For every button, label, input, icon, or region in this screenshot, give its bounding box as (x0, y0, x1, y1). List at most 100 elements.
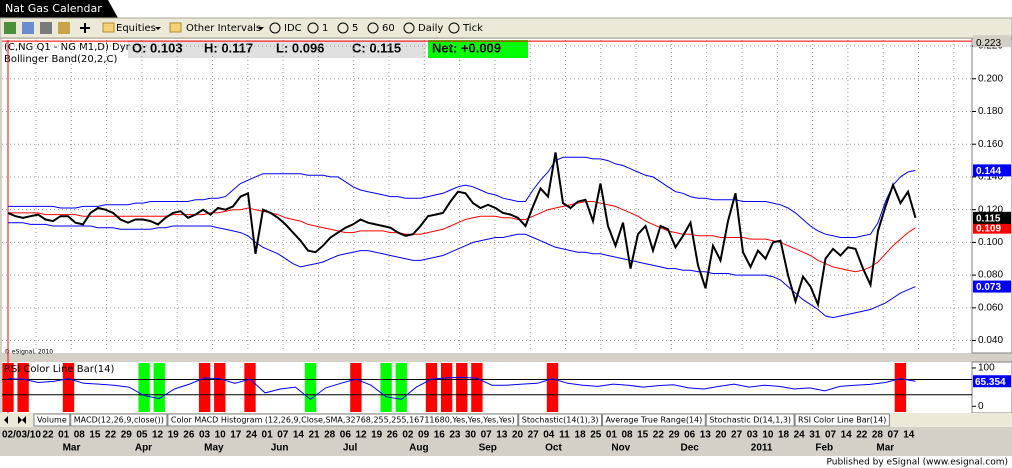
ohlc-box (128, 40, 426, 58)
tab-label[interactable]: Color MACD Histogram (12,26,9,Close,SMA,… (171, 416, 515, 425)
title-strip (0, 0, 1012, 18)
net-change: Net: +0.009 (432, 40, 501, 55)
data-line (8, 222, 916, 319)
y-tick-label: 0.180 (978, 106, 1003, 117)
date-label: 08 (621, 430, 633, 441)
date-label: 14 (293, 430, 305, 441)
toolbar (0, 17, 1012, 39)
rsi-signal-bar (380, 363, 392, 412)
symbol-legend: (C,NG Q1 - NG M1,D) Dyr (4, 42, 131, 53)
rsi-signal-bar (138, 363, 150, 412)
interval-icon[interactable] (269, 22, 281, 34)
ohlc-value: O: 0.103 (132, 40, 183, 55)
month-label: Apr (135, 443, 152, 454)
data-line (8, 201, 916, 273)
tab-label[interactable]: Stochastic(14(1),3) (522, 416, 599, 425)
last-value-box (973, 375, 1011, 388)
footer-text: Published by eSignal (www.esignal.com) (826, 458, 1008, 468)
window-title: Nat Gas Calendar (5, 2, 102, 15)
date-label: 03 (747, 430, 759, 441)
data-line (7, 152, 917, 309)
date-label: 13 (700, 430, 712, 441)
toolbar-item[interactable]: 60 (382, 23, 395, 34)
date-label: 02/03/10 (2, 430, 41, 441)
indicator-tab[interactable] (518, 413, 603, 427)
interval-icon[interactable] (337, 22, 349, 34)
folder-icon[interactable] (169, 22, 182, 33)
date-label: 06 (684, 430, 696, 441)
date-label: 07 (825, 430, 837, 441)
date-label: 25 (590, 430, 602, 441)
month-label: 2011 (751, 443, 773, 454)
indicator-tab[interactable] (602, 413, 706, 427)
date-label: 19 (371, 430, 383, 441)
toolbar-item[interactable]: Equities (116, 23, 156, 34)
tab-scroll[interactable] (4, 416, 26, 424)
toolbar-icon[interactable] (40, 22, 52, 34)
data-line (7, 376, 916, 401)
tab-label[interactable]: Stochastic D(14,1,3) (709, 416, 791, 425)
indicator-tab[interactable] (167, 413, 519, 427)
date-label: 18 (778, 430, 790, 441)
folder-icon[interactable] (102, 22, 115, 33)
tab-label[interactable]: Volume (37, 416, 67, 425)
toolbar-icon[interactable] (58, 22, 70, 34)
month-label: Aug (409, 443, 428, 454)
tab-label[interactable]: MACD(12,26,9,close()) (74, 416, 164, 425)
date-label: 10 (215, 430, 227, 441)
last-value-box (973, 221, 1011, 234)
rsi-signal-bar (62, 363, 75, 412)
date-label: 10 (762, 430, 774, 441)
toolbar-icons (4, 22, 460, 34)
last-value-box (973, 280, 1011, 293)
y-tick-label: 0.080 (978, 270, 1003, 281)
toolbar-icon[interactable] (22, 22, 34, 34)
add-icon[interactable] (80, 23, 90, 33)
ohlc-value: C: 0.115 (352, 40, 401, 55)
date-label: 22 (856, 430, 868, 441)
date-label: 26 (183, 430, 195, 441)
indicator-tab[interactable] (705, 413, 795, 427)
rsi-signal-bar (395, 363, 407, 412)
date-label: 15 (637, 430, 649, 441)
toolbar-item[interactable]: Daily (418, 23, 443, 34)
date-label: 04 (543, 430, 555, 441)
interval-icon[interactable] (448, 22, 460, 34)
toolbar-icon[interactable] (4, 22, 16, 34)
toolbar-item[interactable]: IDC (284, 23, 302, 34)
indicator-legend: Bollinger Band(20,2,C) (4, 54, 117, 65)
date-label: 28 (324, 430, 336, 441)
y-tick-label: 0.200 (978, 73, 1003, 84)
date-label: 01 (58, 430, 70, 441)
month-label: Jul (343, 443, 358, 454)
toolbar-item[interactable]: 1 (322, 23, 328, 34)
indicator-tab[interactable] (70, 413, 168, 427)
date-label: 12 (152, 430, 164, 441)
toolbar-item[interactable]: Other Intervals (186, 23, 261, 34)
date-label: 22 (105, 430, 117, 441)
copyright: © eSignal, 2010 (4, 349, 53, 356)
toolbar-item[interactable]: 5 (352, 23, 358, 34)
month-label: Mar (876, 443, 894, 454)
indicator-tab[interactable] (33, 413, 71, 427)
ohlc-value: L: 0.096 (276, 40, 324, 55)
month-label: Feb (815, 443, 833, 454)
rsi-signal-bar (440, 363, 453, 412)
date-label: 21 (308, 430, 320, 441)
date-label: 12 (355, 430, 367, 441)
toolbar-item[interactable]: Tick (462, 23, 483, 34)
indicator-tab[interactable] (794, 413, 890, 427)
month-label: Jun (271, 443, 289, 454)
date-label: 09 (418, 430, 430, 441)
date-label: 27 (528, 430, 540, 441)
y-tick-label: 0.120 (978, 204, 1003, 215)
month-label: Dec (680, 443, 699, 454)
last-value-box (973, 164, 1011, 177)
interval-icon[interactable] (307, 22, 319, 34)
title-tab[interactable] (0, 0, 118, 18)
interval-icon[interactable] (367, 22, 379, 34)
date-label: 17 (230, 430, 242, 441)
tab-label[interactable]: RSI Color Line Bar(14) (798, 416, 886, 425)
tab-label[interactable]: Average True Range(14) (606, 416, 703, 425)
interval-icon[interactable] (403, 22, 415, 34)
